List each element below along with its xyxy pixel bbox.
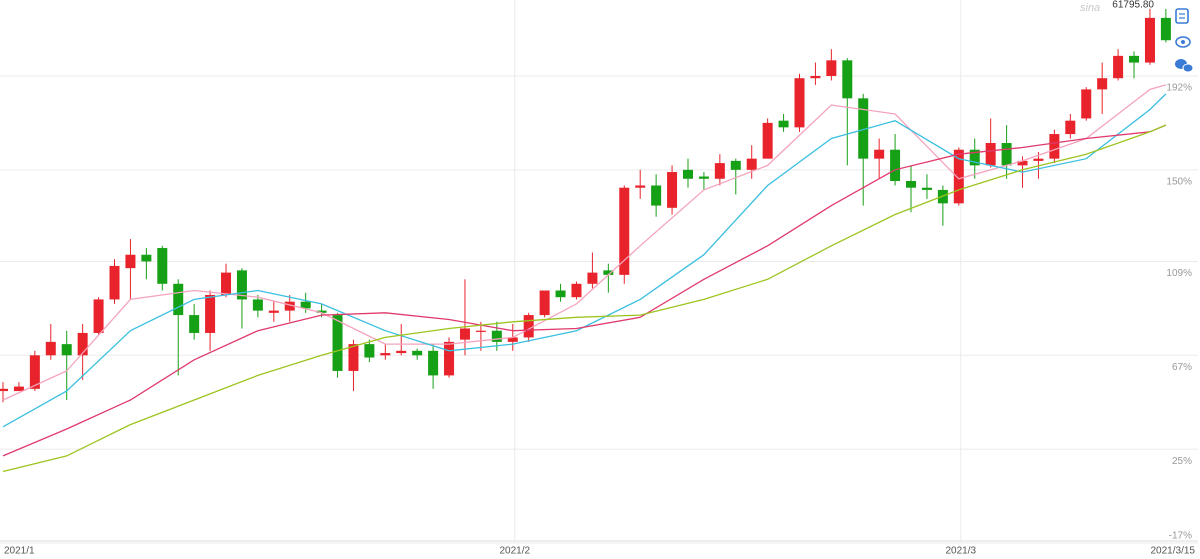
candle-body bbox=[746, 158, 757, 170]
candle-body bbox=[459, 328, 470, 340]
candle-body bbox=[77, 332, 88, 356]
candle-body bbox=[778, 120, 789, 128]
y-tick-label: -17% bbox=[1169, 531, 1192, 542]
candle-body bbox=[890, 149, 901, 181]
x-tick-label: 2021/2 bbox=[499, 546, 530, 557]
candle-body bbox=[45, 341, 56, 356]
candle-body bbox=[698, 176, 709, 179]
price-annotation: 61795.80 bbox=[1112, 0, 1154, 11]
candle-body bbox=[300, 301, 311, 309]
y-tick-label: 192% bbox=[1166, 83, 1192, 94]
candle-body bbox=[428, 350, 439, 376]
candle-body bbox=[380, 353, 391, 356]
candle-body bbox=[587, 272, 598, 284]
moving-average bbox=[2, 93, 1167, 428]
candle-body bbox=[364, 344, 375, 358]
candle-body bbox=[1049, 134, 1060, 159]
candle-body bbox=[1001, 143, 1012, 166]
icon-dot bbox=[1181, 40, 1185, 44]
candle-body bbox=[507, 337, 518, 342]
candle-body bbox=[842, 60, 853, 99]
y-tick-label: 109% bbox=[1166, 268, 1192, 279]
x-tick-label: 2021/3/15 bbox=[1151, 546, 1196, 557]
candle-body bbox=[906, 181, 917, 188]
candle-body bbox=[985, 143, 996, 166]
candle-body bbox=[141, 254, 152, 262]
candle-body bbox=[412, 350, 423, 356]
candle-body bbox=[794, 78, 805, 128]
candle-body bbox=[348, 344, 359, 371]
candle-body bbox=[284, 301, 295, 311]
candle-body bbox=[555, 290, 566, 298]
candle-body bbox=[730, 160, 741, 170]
x-tick-label: 2021/1 bbox=[4, 546, 35, 557]
moving-average bbox=[2, 124, 1167, 457]
candle-body bbox=[173, 283, 184, 316]
candle-body bbox=[762, 122, 773, 159]
candle-body bbox=[571, 283, 582, 298]
candle-body bbox=[0, 388, 8, 392]
x-tick-label: 2021/3 bbox=[946, 546, 977, 557]
y-tick-label: 67% bbox=[1172, 362, 1192, 373]
candle-body bbox=[29, 355, 40, 389]
candle-body bbox=[969, 149, 980, 166]
candle-body bbox=[252, 299, 263, 311]
candle-body bbox=[826, 60, 837, 76]
candle-body bbox=[1144, 17, 1155, 63]
candle-body bbox=[810, 75, 821, 79]
candle-body bbox=[93, 299, 104, 333]
candle-body bbox=[396, 350, 407, 354]
y-tick-label: 150% bbox=[1166, 176, 1192, 187]
y-tick-label: 25% bbox=[1172, 456, 1192, 467]
candle-body bbox=[157, 248, 168, 284]
moving-average bbox=[2, 84, 1167, 401]
share-icons bbox=[1175, 8, 1194, 73]
candle-body bbox=[682, 169, 693, 179]
candle-body bbox=[268, 310, 279, 313]
candle-body bbox=[603, 270, 614, 275]
candle-body bbox=[714, 163, 725, 179]
candle-body bbox=[619, 187, 630, 275]
candle-body bbox=[651, 185, 662, 206]
weibo-icon[interactable] bbox=[1175, 36, 1191, 48]
wechat-icon-part bbox=[1182, 63, 1194, 73]
candle-body bbox=[635, 185, 646, 188]
candle-body bbox=[858, 98, 869, 159]
candle-body bbox=[316, 310, 327, 313]
candle-body bbox=[13, 386, 24, 392]
moving-average bbox=[2, 124, 1167, 473]
candle-body bbox=[1160, 17, 1171, 41]
candle-body bbox=[1129, 55, 1140, 63]
candle-body bbox=[61, 344, 72, 356]
candle-body bbox=[539, 290, 550, 316]
candle-body bbox=[1097, 78, 1108, 90]
watermark: sina bbox=[1080, 2, 1100, 14]
candle-body bbox=[125, 254, 136, 269]
candle-body bbox=[1017, 160, 1028, 166]
candle-body bbox=[332, 315, 343, 371]
candle-body bbox=[921, 187, 932, 190]
candle-body bbox=[444, 341, 455, 376]
candle-body bbox=[475, 330, 486, 332]
candle-body bbox=[109, 265, 120, 300]
candle-body bbox=[1033, 158, 1044, 161]
candle-body bbox=[1081, 89, 1092, 119]
candle-body bbox=[523, 315, 534, 338]
candle-body bbox=[1065, 120, 1076, 135]
candle-body bbox=[205, 294, 216, 333]
candle-body bbox=[667, 172, 678, 208]
candle-body bbox=[874, 149, 885, 159]
candle-body bbox=[189, 315, 200, 333]
candle-body bbox=[953, 149, 964, 204]
candle-body bbox=[1113, 55, 1124, 79]
candle-body bbox=[221, 272, 232, 295]
candle-body bbox=[491, 330, 502, 342]
note-icon[interactable] bbox=[1175, 8, 1189, 24]
candle-body bbox=[236, 270, 247, 300]
